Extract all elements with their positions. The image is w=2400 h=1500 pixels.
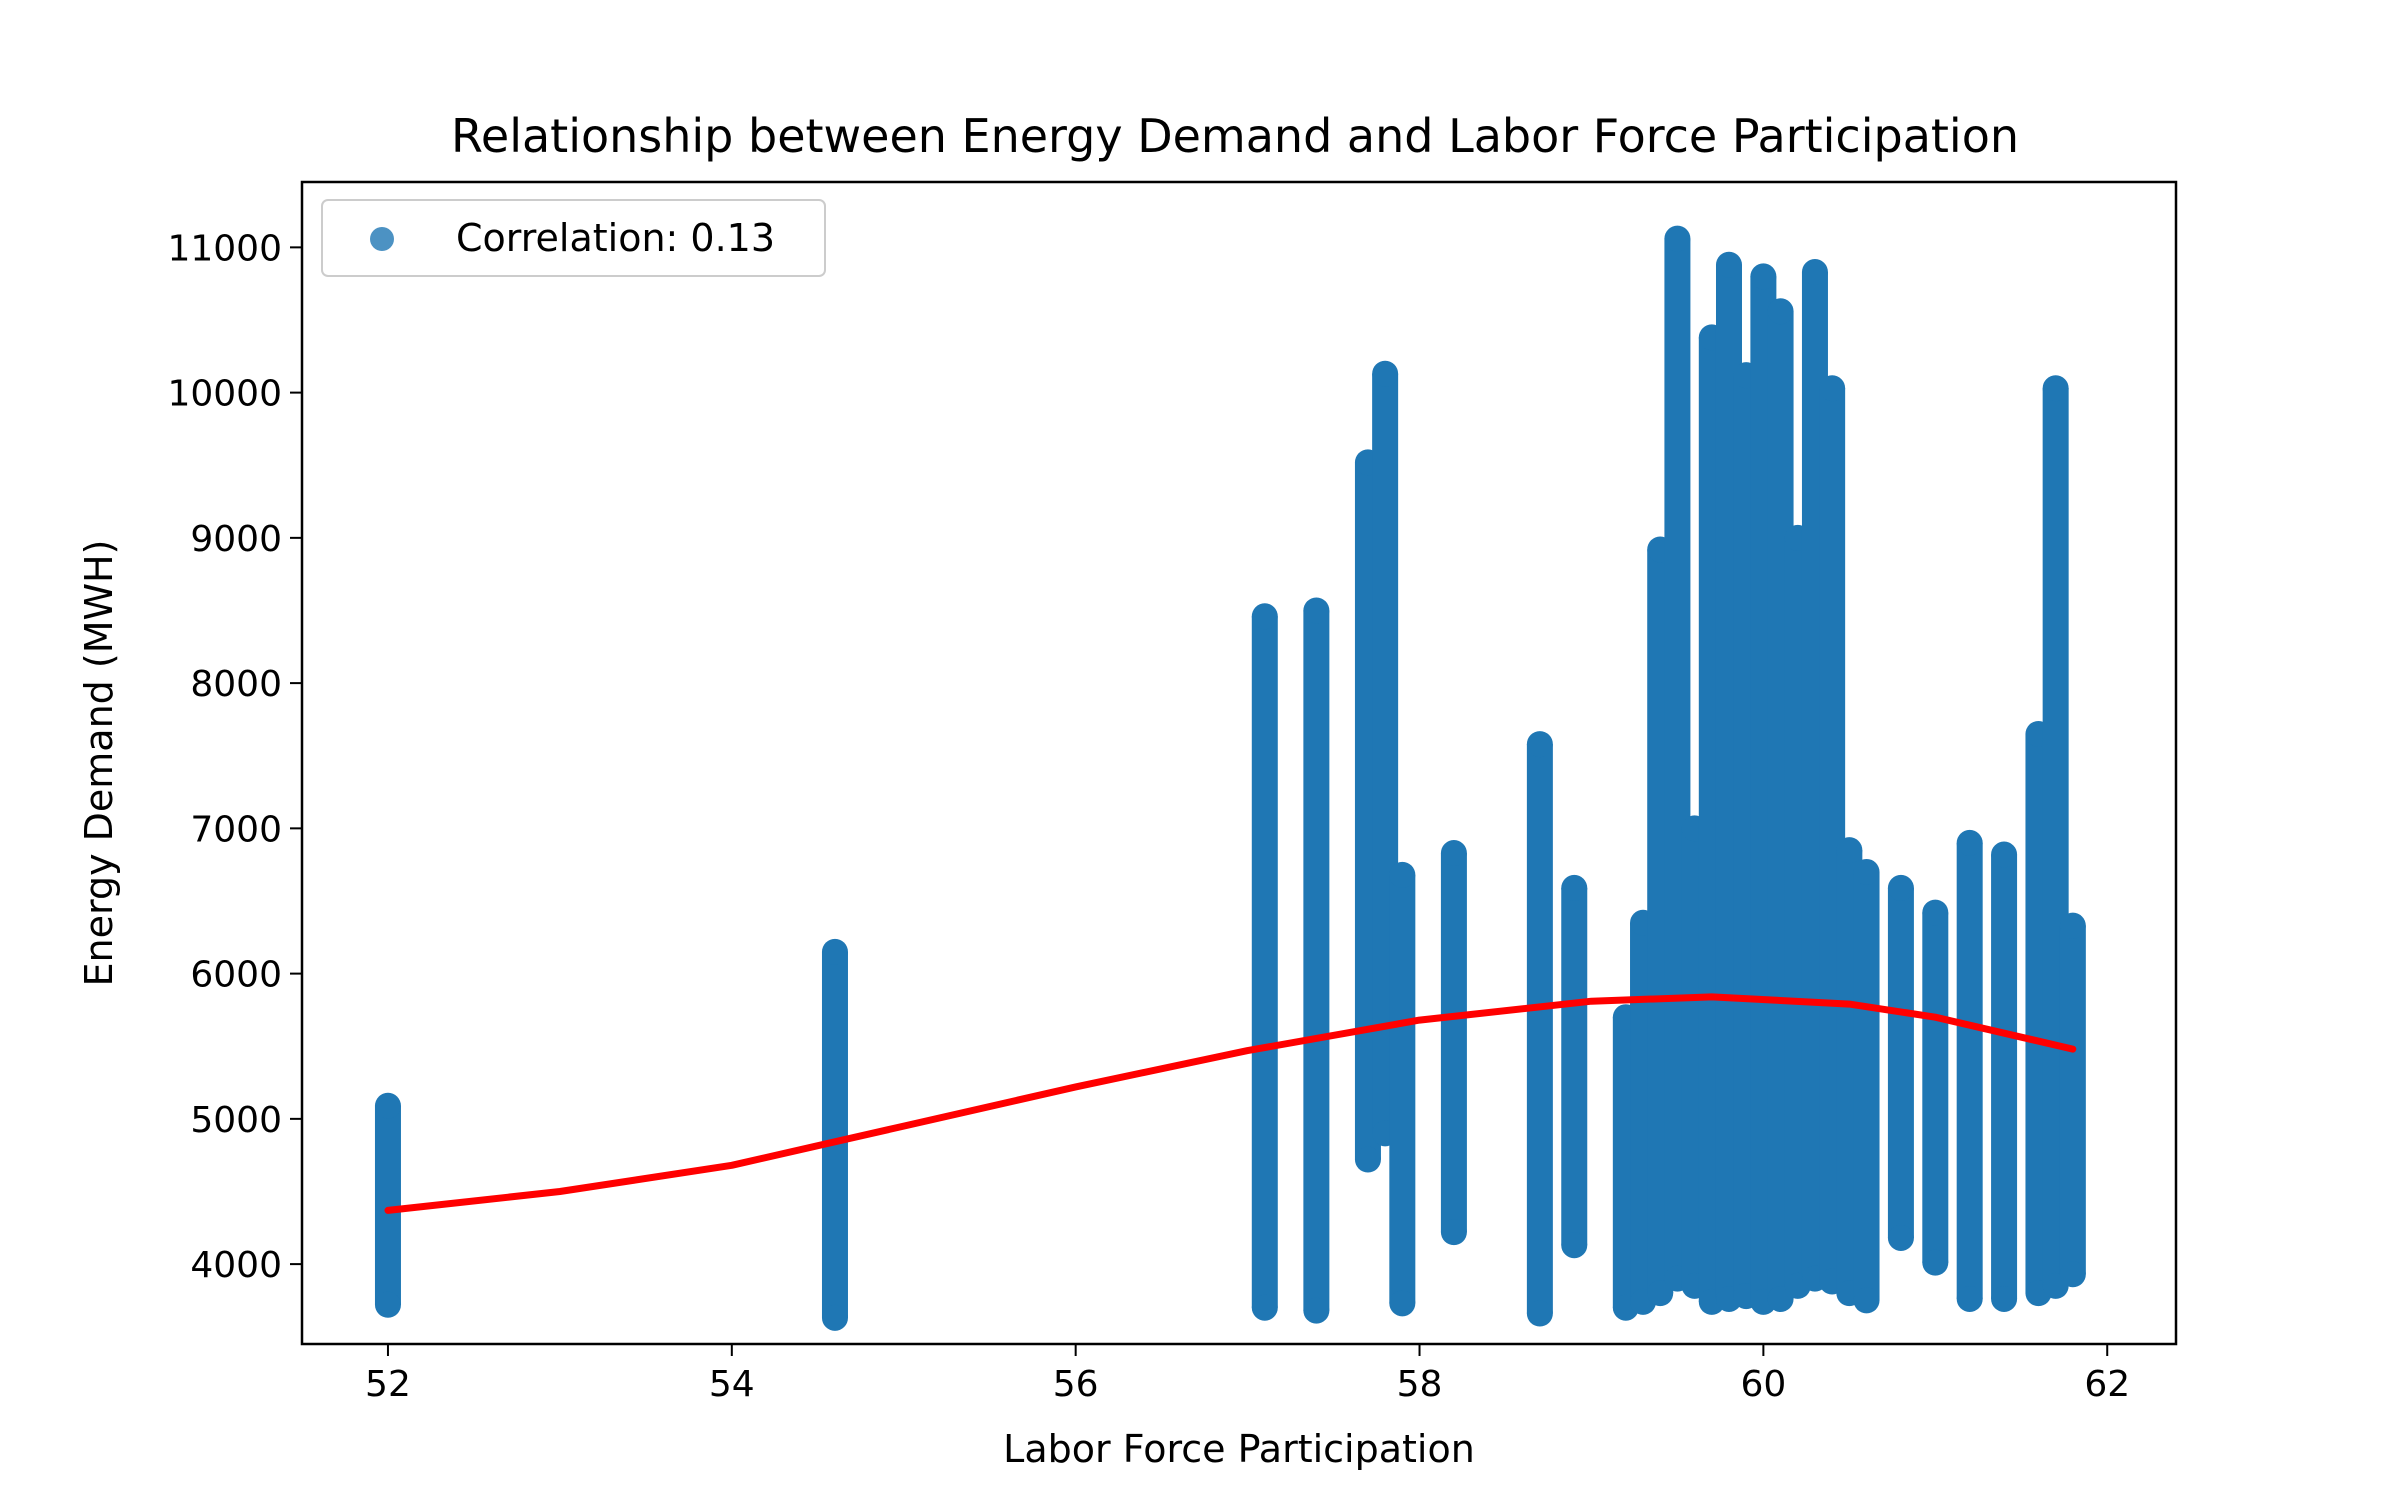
data-point bbox=[1561, 875, 1587, 901]
data-point bbox=[1836, 837, 1862, 863]
data-point bbox=[375, 1292, 401, 1318]
y-tick-label: 4000 bbox=[190, 1245, 282, 1286]
data-point-column bbox=[1303, 610, 1329, 1310]
legend-label: Correlation: 0.13 bbox=[456, 216, 775, 260]
chart-title: Relationship between Energy Demand and L… bbox=[451, 109, 2019, 163]
y-tick-label: 10000 bbox=[167, 374, 282, 415]
data-point bbox=[1441, 1219, 1467, 1245]
data-point bbox=[1750, 263, 1776, 289]
data-point bbox=[2060, 913, 2086, 939]
x-tick-label: 52 bbox=[365, 1364, 411, 1405]
data-point-column bbox=[1957, 843, 1983, 1299]
x-tick-label: 60 bbox=[1740, 1364, 1786, 1405]
data-point bbox=[1768, 298, 1794, 324]
data-point-column bbox=[1922, 913, 1948, 1263]
data-point bbox=[1389, 1290, 1415, 1316]
data-point-column bbox=[2060, 926, 2086, 1275]
data-point bbox=[1957, 1286, 1983, 1312]
x-tick-label: 58 bbox=[1397, 1364, 1443, 1405]
legend: Correlation: 0.13 bbox=[322, 200, 825, 276]
y-tick-label: 5000 bbox=[190, 1100, 282, 1141]
data-point bbox=[1527, 1300, 1553, 1326]
y-axis-title: Energy Demand (MWH) bbox=[77, 540, 121, 987]
data-point bbox=[1854, 1287, 1880, 1313]
data-point-column bbox=[1389, 875, 1415, 1303]
data-point-column bbox=[1561, 888, 1587, 1245]
data-point-column bbox=[822, 952, 848, 1318]
data-point bbox=[1664, 226, 1690, 252]
data-point bbox=[1355, 1147, 1381, 1173]
data-point bbox=[1441, 840, 1467, 866]
data-point bbox=[1303, 597, 1329, 623]
data-point bbox=[1372, 361, 1398, 387]
y-tick-label: 9000 bbox=[190, 519, 282, 560]
data-point bbox=[2043, 375, 2069, 401]
x-tick-label: 54 bbox=[709, 1364, 755, 1405]
data-point bbox=[1561, 1232, 1587, 1258]
data-point-column bbox=[1252, 616, 1278, 1307]
data-point bbox=[2060, 1261, 2086, 1287]
x-axis-title: Labor Force Participation bbox=[1003, 1427, 1475, 1471]
x-tick-label: 62 bbox=[2084, 1364, 2130, 1405]
data-point-column bbox=[1991, 855, 2017, 1299]
data-point bbox=[1252, 603, 1278, 629]
data-point-column bbox=[375, 1106, 401, 1305]
data-point bbox=[1527, 731, 1553, 757]
data-point bbox=[1819, 375, 1845, 401]
x-tick-label: 56 bbox=[1053, 1364, 1099, 1405]
y-tick-label: 8000 bbox=[190, 664, 282, 705]
data-point bbox=[1922, 900, 1948, 926]
data-point bbox=[1303, 1298, 1329, 1324]
data-point bbox=[1922, 1250, 1948, 1276]
data-point-column bbox=[1441, 853, 1467, 1232]
data-point-column bbox=[1527, 744, 1553, 1313]
legend-marker bbox=[370, 227, 394, 251]
data-point bbox=[1716, 252, 1742, 278]
data-point bbox=[822, 1305, 848, 1331]
data-point bbox=[1888, 1225, 1914, 1251]
data-point-column bbox=[1854, 872, 1880, 1300]
data-point bbox=[1389, 862, 1415, 888]
data-point bbox=[1991, 842, 2017, 868]
data-point bbox=[1991, 1286, 2017, 1312]
data-point bbox=[1854, 859, 1880, 885]
data-point bbox=[1252, 1295, 1278, 1321]
data-point bbox=[822, 939, 848, 965]
data-point bbox=[375, 1093, 401, 1119]
y-tick-label: 11000 bbox=[167, 228, 282, 269]
data-point-column bbox=[1888, 888, 1914, 1238]
y-tick-label: 6000 bbox=[190, 955, 282, 996]
data-point bbox=[1957, 830, 1983, 856]
data-point bbox=[1802, 259, 1828, 285]
y-tick-label: 7000 bbox=[190, 809, 282, 850]
data-point bbox=[1888, 875, 1914, 901]
